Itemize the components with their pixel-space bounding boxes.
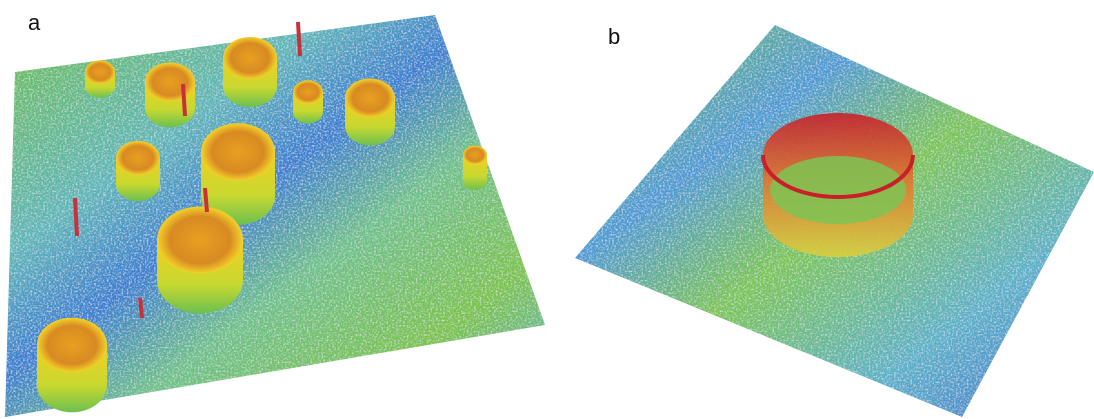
ring-interior [770, 156, 906, 224]
panel-b [575, 25, 1094, 417]
spike [298, 22, 300, 56]
pillar-top [116, 141, 160, 175]
pillar-top [201, 123, 275, 181]
pillar-top [37, 318, 107, 373]
pillar-top [223, 37, 277, 79]
pillar-top [345, 79, 395, 118]
spike [75, 198, 77, 236]
spike [140, 298, 142, 318]
panel-a [5, 15, 545, 417]
page: a b (() => { const data = JSON.parse(doc… [0, 0, 1094, 419]
panel-label: a [28, 10, 41, 35]
spike [183, 84, 185, 116]
figure: a b [0, 0, 1094, 419]
pillar-top [157, 206, 243, 273]
panel-label: b [608, 24, 620, 49]
pillar-top [85, 60, 115, 83]
pillar-top [145, 63, 195, 102]
pillar-top [293, 80, 323, 103]
spike [205, 188, 207, 212]
pillar-top [463, 146, 487, 165]
